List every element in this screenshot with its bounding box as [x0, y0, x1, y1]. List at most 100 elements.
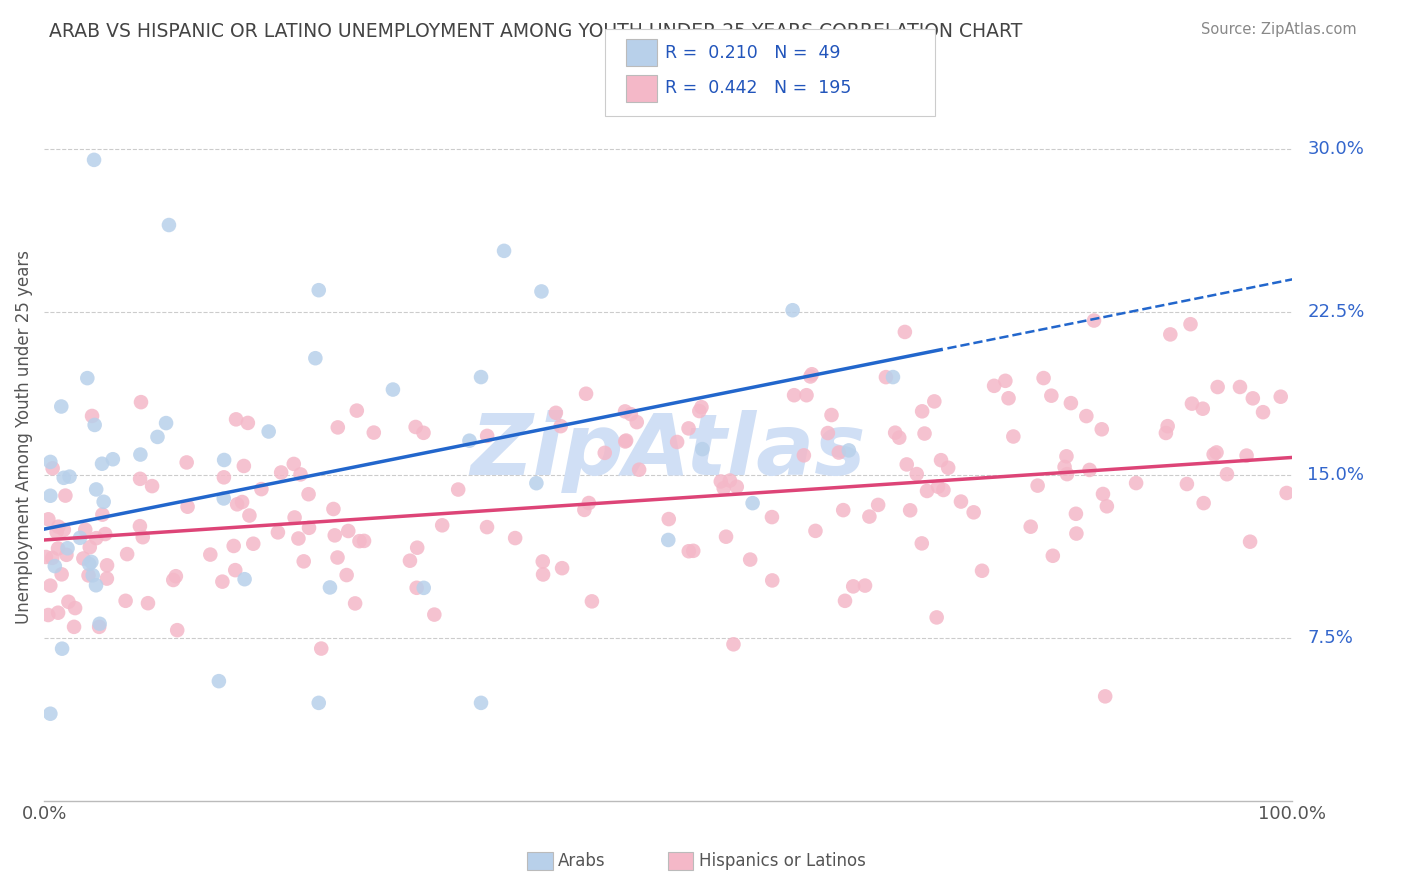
Point [725, 480, 748, 494]
Point [796, 388, 818, 402]
Point [211, 574, 233, 589]
Point [723, 637, 745, 651]
Point [236, 416, 259, 430]
Point [136, 596, 159, 610]
Point [793, 448, 815, 462]
Point [551, 561, 574, 575]
Point [91, 457, 114, 471]
Point [475, 429, 498, 443]
Point [157, 218, 180, 232]
Point [406, 541, 429, 555]
Point [146, 430, 169, 444]
Point [682, 544, 704, 558]
Point [283, 457, 305, 471]
Point [620, 407, 643, 421]
Point [581, 594, 603, 608]
Point [1019, 519, 1042, 533]
Point [257, 425, 280, 439]
Point [297, 487, 319, 501]
Point [129, 472, 152, 486]
Point [52, 523, 75, 537]
Point [1042, 549, 1064, 563]
Point [820, 408, 842, 422]
Point [1216, 467, 1239, 482]
Point [238, 508, 260, 523]
Point [1032, 371, 1054, 385]
Point [39, 455, 62, 469]
Point [1091, 422, 1114, 436]
Point [46, 606, 69, 620]
Point [1239, 534, 1261, 549]
Point [740, 552, 762, 566]
Point [817, 425, 839, 440]
Text: 7.5%: 7.5% [1308, 629, 1354, 647]
Point [963, 505, 986, 519]
Point [58, 595, 80, 609]
Point [875, 370, 897, 384]
Point [84, 483, 107, 497]
Text: Arabs: Arabs [558, 852, 606, 870]
Point [853, 578, 876, 592]
Point [741, 496, 763, 510]
Point [79, 540, 101, 554]
Point [55, 548, 77, 562]
Point [63, 620, 86, 634]
Point [575, 386, 598, 401]
Point [678, 544, 700, 558]
Point [39, 706, 62, 721]
Point [381, 383, 404, 397]
Point [658, 512, 681, 526]
Point [51, 641, 73, 656]
Text: 15.0%: 15.0% [1308, 466, 1364, 483]
Point [868, 498, 890, 512]
Text: Hispanics or Latinos: Hispanics or Latinos [699, 852, 866, 870]
Point [1202, 447, 1225, 461]
Point [842, 579, 865, 593]
Point [994, 374, 1017, 388]
Point [45, 525, 67, 540]
Point [46, 541, 69, 556]
Point [322, 502, 344, 516]
Point [838, 443, 860, 458]
Point [89, 616, 111, 631]
Point [319, 581, 342, 595]
Point [129, 519, 152, 533]
Point [531, 567, 554, 582]
Point [896, 458, 918, 472]
Point [713, 481, 735, 495]
Point [55, 489, 77, 503]
Point [614, 434, 637, 448]
Point [89, 620, 111, 634]
Point [309, 641, 332, 656]
Point [432, 518, 454, 533]
Point [1251, 405, 1274, 419]
Point [530, 285, 553, 299]
Point [783, 388, 806, 402]
Point [915, 483, 938, 498]
Point [905, 467, 928, 481]
Point [287, 532, 309, 546]
Point [292, 554, 315, 568]
Point [688, 404, 710, 418]
Point [927, 480, 949, 494]
Point [544, 406, 567, 420]
Point [165, 569, 187, 583]
Point [222, 539, 245, 553]
Point [458, 434, 481, 448]
Point [162, 573, 184, 587]
Point [832, 503, 855, 517]
Point [39, 579, 62, 593]
Point [1078, 463, 1101, 477]
Point [1076, 409, 1098, 423]
Point [1056, 450, 1078, 464]
Point [405, 420, 427, 434]
Point [412, 425, 434, 440]
Point [84, 531, 107, 545]
Point [94, 527, 117, 541]
Point [212, 453, 235, 467]
Point [657, 533, 679, 547]
Point [405, 581, 427, 595]
Point [233, 572, 256, 586]
Point [678, 421, 700, 435]
Point [1206, 380, 1229, 394]
